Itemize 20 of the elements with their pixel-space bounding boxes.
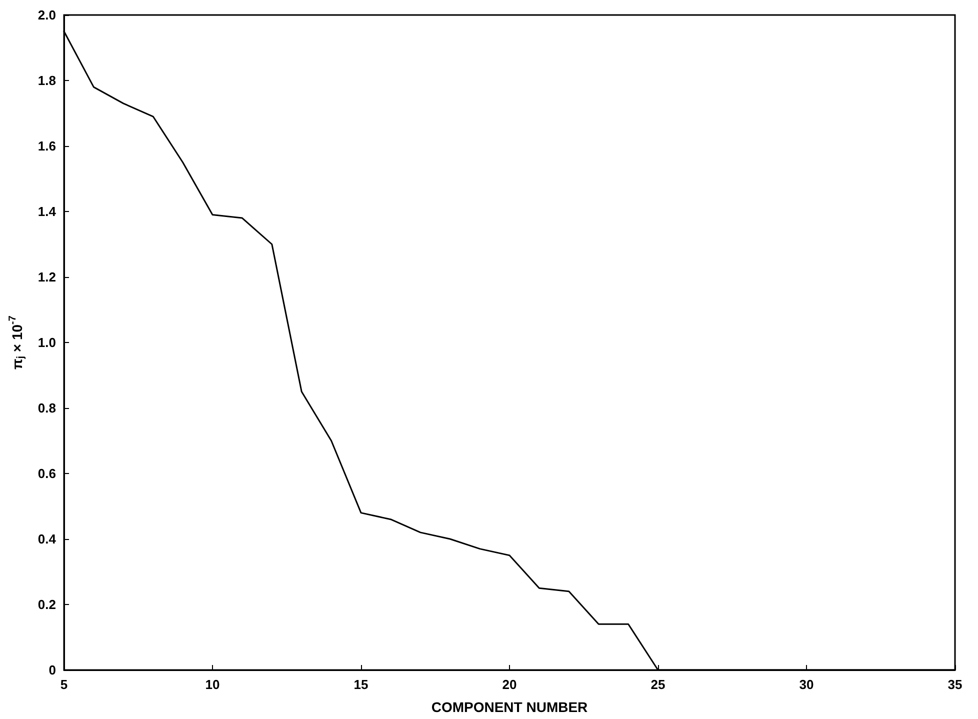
x-tick-label: 5 bbox=[60, 677, 68, 692]
y-axis-title: πj × 10-7 bbox=[8, 315, 26, 370]
y-tick-label: 1.4 bbox=[38, 204, 57, 219]
x-tick-label: 35 bbox=[948, 677, 962, 692]
y-tick-label: 1.2 bbox=[38, 270, 56, 284]
y-tick-label: 0.2 bbox=[38, 597, 56, 612]
y-tick-label: 1.8 bbox=[38, 73, 56, 88]
y-tick-label: 1.0 bbox=[38, 335, 56, 350]
y-tick-label: 0.6 bbox=[38, 466, 56, 481]
x-tick-label: 25 bbox=[650, 677, 666, 692]
x-tick-label: 30 bbox=[799, 677, 814, 692]
y-tick-label: 0 bbox=[48, 662, 56, 678]
x-tick-label: 10 bbox=[205, 677, 220, 692]
x-tick-label: 15 bbox=[354, 677, 368, 692]
y-tick-label: 0.8 bbox=[38, 400, 56, 416]
y-tick-label: 1.6 bbox=[38, 138, 56, 154]
x-axis-title: COMPONENT NUMBER bbox=[431, 699, 588, 715]
y-tick-label: 0.4 bbox=[38, 532, 57, 546]
y-tick-label: 2.0 bbox=[38, 8, 56, 22]
x-tick-label: 20 bbox=[502, 677, 517, 692]
